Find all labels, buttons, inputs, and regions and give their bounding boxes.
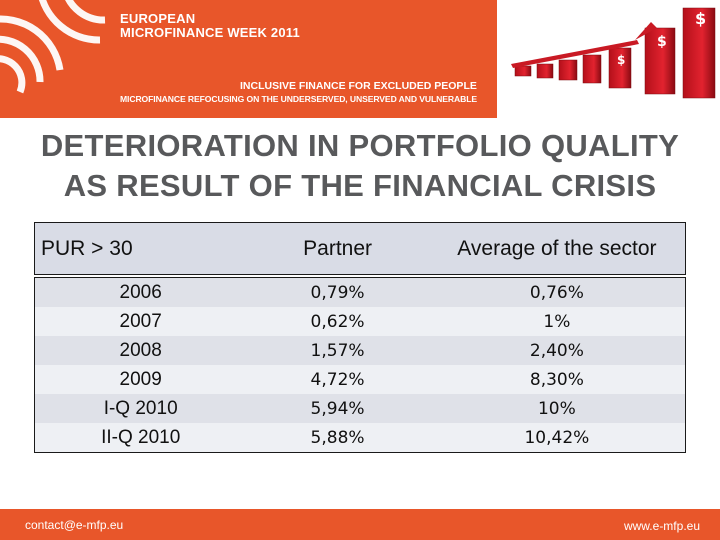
cell-sector: 2,40% <box>529 340 584 361</box>
cell-period: II-Q 2010 <box>101 426 181 448</box>
contact-email-link[interactable]: contact@e-mfp.eu <box>25 518 124 532</box>
cell-period: 2008 <box>119 339 162 361</box>
cell-sector: 10% <box>537 398 576 419</box>
cell-period: 2006 <box>119 281 162 303</box>
svg-text:$: $ <box>695 9 706 28</box>
emfp-logo-icon <box>0 0 106 94</box>
table-body: 2006 0,79% 0,76% 2007 0,62% 1% 2008 1,57… <box>34 277 686 453</box>
cell-partner: 0,79% <box>310 282 365 303</box>
cell-period: 2009 <box>119 368 162 390</box>
cell-sector: 0,76% <box>529 282 584 303</box>
growth-bars-graphic-icon: $ $ $ <box>511 7 716 99</box>
header-partner: Partner <box>303 236 373 260</box>
cell-partner: 5,94% <box>310 398 365 419</box>
cell-period: I-Q 2010 <box>103 397 178 419</box>
event-title-line2: MICROFINANCE WEEK 2011 <box>120 25 300 40</box>
header-banner: EUROPEAN MICROFINANCE WEEK 2011 INCLUSIV… <box>0 0 720 118</box>
event-tagline: MICROFINANCE REFOCUSING ON THE UNDERSERV… <box>120 94 477 104</box>
table-header-row: PUR > 30 Partner Average of the sector <box>34 222 686 275</box>
table-row: 2006 0,79% 0,76% <box>35 278 685 307</box>
header-pur: PUR > 30 <box>41 236 133 260</box>
table-row: I-Q 2010 5,94% 10% <box>35 394 685 423</box>
cell-partner: 4,72% <box>310 369 365 390</box>
cell-sector: 8,30% <box>529 369 584 390</box>
event-title: EUROPEAN MICROFINANCE WEEK 2011 <box>120 12 300 40</box>
footer-bar: contact@e-mfp.eu www.e-mfp.eu <box>0 509 720 540</box>
event-title-line1: EUROPEAN <box>120 11 196 26</box>
banner-background <box>0 0 497 118</box>
cell-partner: 1,57% <box>310 340 365 361</box>
table-row: 2007 0,62% 1% <box>35 307 685 336</box>
header-sector-average: Average of the sector <box>457 236 657 260</box>
event-subtitle: INCLUSIVE FINANCE FOR EXCLUDED PEOPLE <box>240 80 477 92</box>
table-row: 2008 1,57% 2,40% <box>35 336 685 365</box>
cell-sector: 1% <box>543 311 571 332</box>
svg-text:$: $ <box>657 34 667 50</box>
svg-text:$: $ <box>617 53 625 67</box>
table-row: II-Q 2010 5,88% 10,42% <box>35 423 685 452</box>
cell-sector: 10,42% <box>524 427 590 448</box>
cell-period: 2007 <box>119 310 162 332</box>
slide-title: DETERIORATION IN PORTFOLIO QUALITY AS RE… <box>40 128 680 203</box>
table-row: 2009 4,72% 8,30% <box>35 365 685 394</box>
website-link[interactable]: www.e-mfp.eu <box>623 519 700 533</box>
portfolio-table: PUR > 30 Partner Average of the sector 2… <box>34 222 686 453</box>
cell-partner: 5,88% <box>310 427 365 448</box>
cell-partner: 0,62% <box>310 311 365 332</box>
